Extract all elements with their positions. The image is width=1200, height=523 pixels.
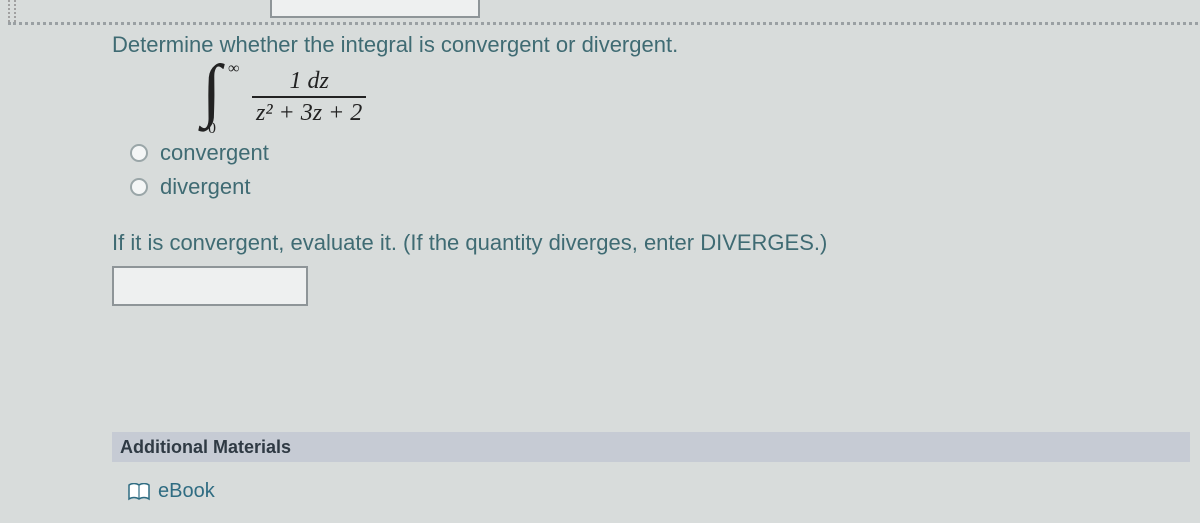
- left-gutter-decoration: [8, 0, 16, 22]
- additional-materials-heading: Additional Materials: [120, 437, 291, 458]
- integral-upper-limit: ∞: [228, 60, 239, 78]
- option-convergent[interactable]: convergent: [130, 140, 1180, 166]
- divider-dotted: [8, 22, 1198, 25]
- answer-input[interactable]: [112, 266, 308, 306]
- integral-lower-limit: 0: [208, 120, 216, 138]
- followup-prompt: If it is convergent, evaluate it. (If th…: [112, 230, 1180, 256]
- ebook-label: eBook: [158, 480, 215, 503]
- question-content: Determine whether the integral is conver…: [112, 32, 1180, 306]
- radio-icon[interactable]: [130, 178, 148, 196]
- book-icon: [128, 483, 150, 501]
- integrand-fraction: 1 dz z² + 3z + 2: [252, 68, 366, 127]
- option-label: convergent: [160, 140, 269, 166]
- radio-icon[interactable]: [130, 144, 148, 162]
- fraction-denominator: z² + 3z + 2: [252, 96, 366, 126]
- answer-options: convergent divergent: [130, 140, 1180, 200]
- ebook-link[interactable]: eBook: [128, 480, 215, 503]
- option-label: divergent: [160, 174, 251, 200]
- prev-answer-box-fragment: [270, 0, 480, 18]
- option-divergent[interactable]: divergent: [130, 174, 1180, 200]
- integral-symbol: ∫ ∞ 0: [202, 66, 242, 128]
- question-panel: Determine whether the integral is conver…: [0, 0, 1200, 523]
- fraction-numerator: 1 dz: [285, 68, 332, 96]
- additional-materials-bar: Additional Materials: [112, 432, 1190, 462]
- integral-expression: ∫ ∞ 0 1 dz z² + 3z + 2: [202, 66, 1180, 128]
- question-prompt: Determine whether the integral is conver…: [112, 32, 1180, 58]
